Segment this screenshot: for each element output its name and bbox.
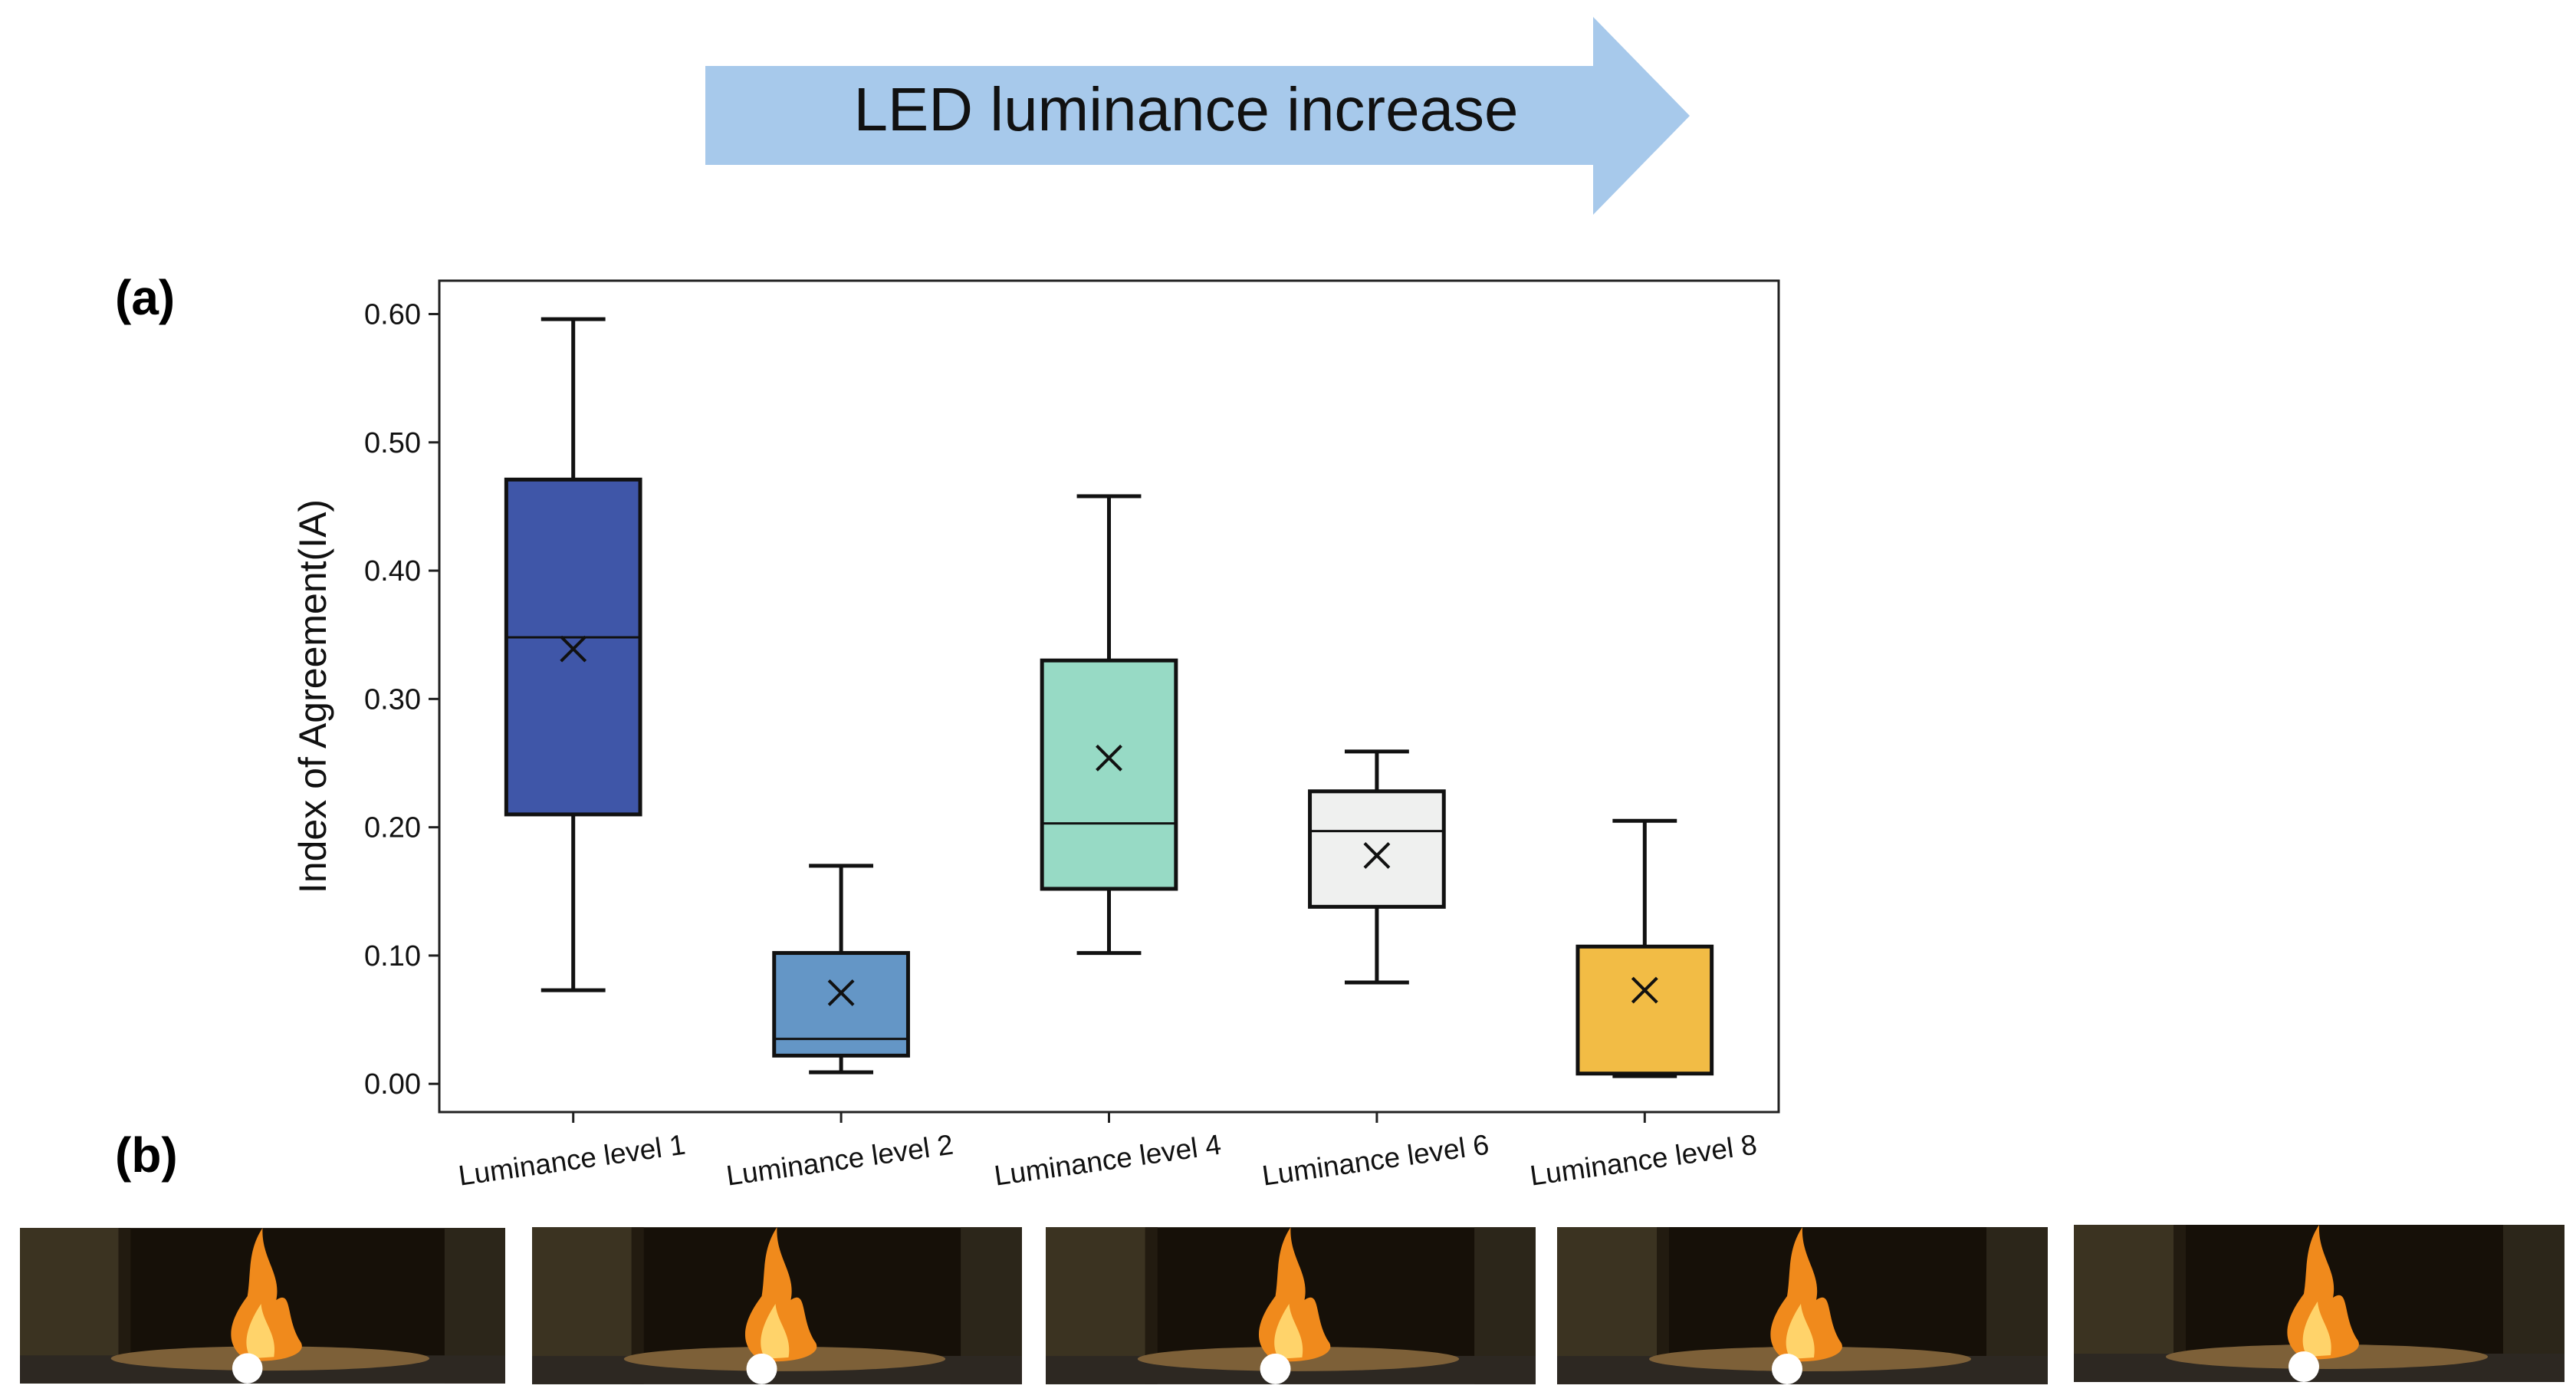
box: [772, 951, 910, 1058]
y-tick-label: 0.20: [364, 812, 421, 844]
y-tick-label: 0.40: [364, 555, 421, 587]
arrow-label: LED luminance increase: [853, 75, 1518, 143]
y-tick-label: 0.30: [364, 683, 421, 716]
photo: [1557, 1227, 2048, 1384]
mean-marker: [1096, 744, 1122, 772]
photos: [20, 1225, 2564, 1384]
x-tick-label: Luminance level 1: [456, 1129, 687, 1192]
panel-label: (a): [115, 270, 175, 325]
mean-marker: [827, 979, 855, 1006]
arrow: [705, 17, 1690, 215]
x-tick-label: Luminance level 4: [992, 1129, 1223, 1192]
y-tick-label: 0.50: [364, 427, 421, 459]
box: [1576, 944, 1714, 1076]
x-tick-label: Luminance level 6: [1260, 1129, 1491, 1192]
mean-marker: [1631, 976, 1658, 1004]
y-tick-label: 0.10: [364, 940, 421, 972]
x-tick-label: Luminance level 2: [724, 1129, 955, 1192]
photo: [532, 1227, 1022, 1384]
panel-label: (b): [115, 1127, 178, 1183]
photo: [20, 1228, 505, 1384]
y-tick-label: 0.60: [364, 298, 421, 331]
photo: [2074, 1225, 2564, 1382]
y-axis-label: Index of Agreement(IA): [291, 499, 334, 893]
y-tick-label: 0.00: [364, 1068, 421, 1101]
x-tick-label: Luminance level 8: [1528, 1129, 1759, 1192]
photo: [1046, 1227, 1536, 1384]
mean-marker: [560, 635, 587, 663]
box: [1308, 789, 1446, 909]
mean-marker: [1363, 842, 1391, 869]
box: [1040, 658, 1178, 891]
